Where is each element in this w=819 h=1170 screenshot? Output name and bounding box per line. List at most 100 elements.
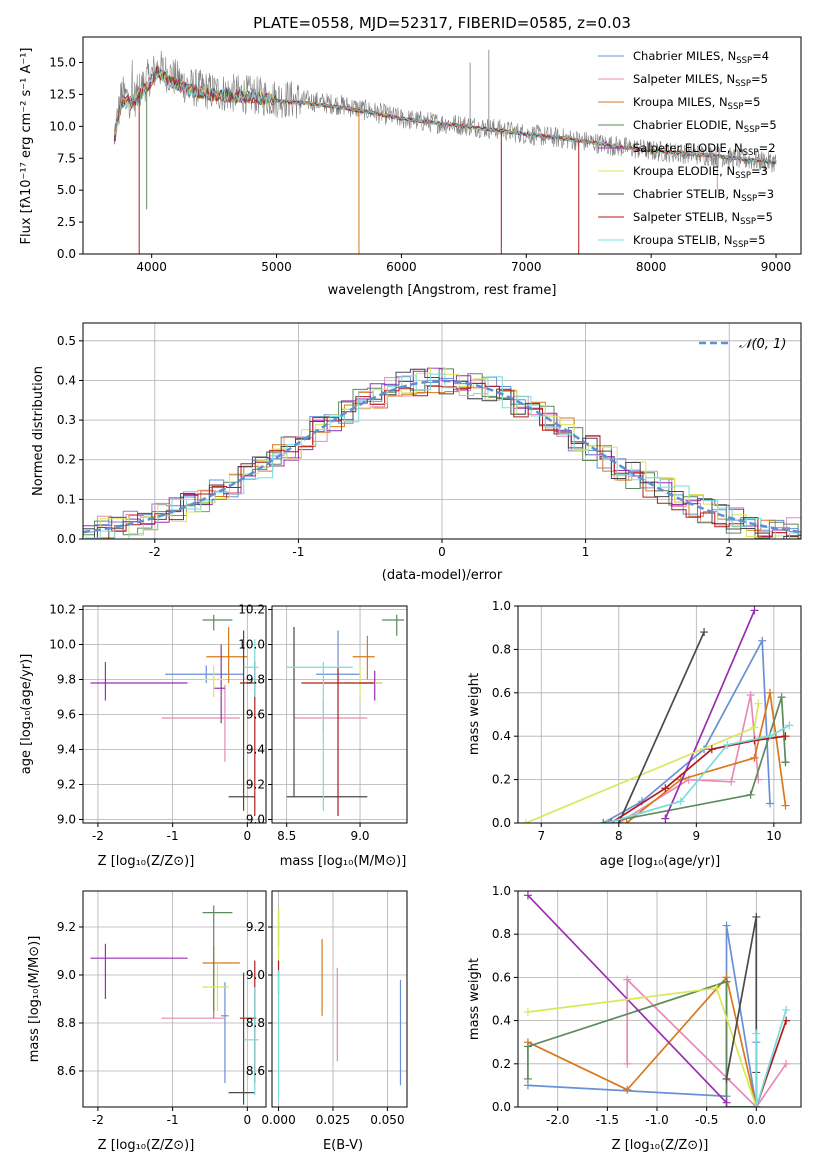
mass-weight-marker xyxy=(523,1007,532,1016)
y-tick-label: 1.0 xyxy=(492,599,511,613)
x-tick-label: 10 xyxy=(766,829,781,843)
spectrum-legend: Chabrier MILES, NSSP=4 Salpeter MILES, NS… xyxy=(598,49,777,250)
x-tick-label: 0.025 xyxy=(316,1113,350,1127)
x-tick-label: 4000 xyxy=(136,260,167,274)
mass-weight-marker xyxy=(750,753,759,762)
residual-ticks: -2 -1 0 1 2 0.0 0.1 0.2 0.3 0.4 0.5 xyxy=(57,334,733,559)
age-vs-z-y-axis-label: age [log₁₀(age/yr)] xyxy=(19,654,34,775)
y-tick-label: 0.5 xyxy=(57,334,76,348)
mass-weight-marker xyxy=(722,977,731,986)
y-tick-label: 0.8 xyxy=(492,927,511,941)
y-tick-label: 10.2 xyxy=(49,603,76,617)
mass-weight-marker xyxy=(781,801,790,810)
x-tick-label: 0 xyxy=(438,545,446,559)
weight-vs-z-x-axis-label: Z [log₁₀(Z/Z⊙)] xyxy=(612,1138,709,1153)
weight-vs-z-frame xyxy=(517,890,802,1108)
x-tick-label: 0.000 xyxy=(261,1113,295,1127)
mass-weight-marker xyxy=(727,777,736,786)
y-tick-label: 0.4 xyxy=(492,1014,511,1028)
spectrum-title: PLATE=0558, MJD=52317, FIBERID=0585, z=0… xyxy=(253,14,631,32)
weight-vs-age-panel: 7 8 9 10 0.0 0.2 0.4 0.6 0.8 1.0 age [log₁₀(age/y… xyxy=(467,599,802,869)
y-tick-label: 8.8 xyxy=(246,1016,265,1030)
y-tick-label: 10.0 xyxy=(49,638,76,652)
y-tick-label: 8.6 xyxy=(57,1064,76,1078)
mass-vs-ebv-panel: 0.000 0.025 0.050 8.6 8.8 9.0 9.2 E(B-V) xyxy=(246,890,408,1153)
x-tick-label: 9 xyxy=(693,829,701,843)
mass-weight-marker xyxy=(777,693,786,702)
mass-weight-marker xyxy=(785,721,794,730)
model-spectrum-line xyxy=(113,68,777,164)
x-tick-label: -1 xyxy=(167,829,179,843)
mass-weight-line xyxy=(527,975,758,1107)
mass-weight-marker xyxy=(752,912,761,921)
weight-vs-age-frame xyxy=(517,605,802,824)
age-vs-z-x-axis-label: Z [log₁₀(Z/Z⊙)] xyxy=(98,854,195,869)
y-tick-label: 0.0 xyxy=(492,1100,511,1114)
mass-weight-marker xyxy=(752,1103,761,1107)
y-tick-label: 8.8 xyxy=(57,1016,76,1030)
y-tick-label: 8.6 xyxy=(246,1064,265,1078)
mass-weight-line xyxy=(664,609,756,820)
mass-vs-ebv-ticks: 0.000 0.025 0.050 8.6 8.8 9.0 9.2 xyxy=(246,920,405,1127)
legend-entry-label: Kroupa ELODIE, NSSP=3 xyxy=(633,164,768,181)
x-tick-label: -2 xyxy=(92,1113,104,1127)
residual-histogram xyxy=(83,382,801,539)
x-tick-label: -1 xyxy=(292,545,304,559)
mass-weight-line xyxy=(626,977,787,1107)
x-tick-label: -2.0 xyxy=(546,1113,569,1127)
weight-vs-z-y-axis-label: mass weight xyxy=(467,958,482,1040)
mass-weight-marker xyxy=(723,740,732,749)
x-tick-label: 0 xyxy=(244,1113,252,1127)
residual-y-axis-label: Normed distribution xyxy=(31,366,46,496)
y-tick-label: 9.0 xyxy=(246,813,265,827)
mass-weight-marker xyxy=(523,1042,532,1051)
y-tick-label: 0.8 xyxy=(492,642,511,656)
mass-weight-marker xyxy=(712,984,721,993)
y-tick-label: 0.2 xyxy=(57,453,76,467)
y-tick-label: 2.5 xyxy=(57,215,76,229)
age-vs-z-panel: -2 -1 0 9.0 9.2 9.4 9.6 9.8 10.0 10.2 Z [log₁₀(Z/… xyxy=(19,603,267,869)
mass-weight-marker xyxy=(607,819,616,823)
mass-weight-marker xyxy=(782,1005,791,1014)
mass-weight-marker xyxy=(603,819,612,823)
x-tick-label: -1.0 xyxy=(645,1113,668,1127)
residual-panel: -2 -1 0 1 2 0.0 0.1 0.2 0.3 0.4 0.5 (data-model)/e… xyxy=(31,322,802,583)
legend-entry-label: Chabrier ELODIE, NSSP=5 xyxy=(633,118,777,135)
residual-histogram xyxy=(85,386,801,539)
mass-weight-marker xyxy=(661,784,670,793)
mass-weight-marker xyxy=(707,745,716,754)
mass-vs-z-x-axis-label: Z [log₁₀(Z/Z⊙)] xyxy=(98,1138,195,1153)
x-tick-label: -1.5 xyxy=(596,1113,619,1127)
weight-vs-z-plot-area xyxy=(523,891,791,1107)
y-tick-label: 0.4 xyxy=(492,729,511,743)
x-tick-label: 0.0 xyxy=(747,1113,766,1127)
mass-weight-marker xyxy=(599,819,608,823)
y-tick-label: 9.2 xyxy=(246,778,265,792)
legend-entry-label: Salpeter MILES, NSSP=5 xyxy=(633,72,768,89)
y-tick-label: 1.0 xyxy=(492,884,511,898)
residual-x-axis-label: (data-model)/error xyxy=(382,568,503,583)
mass-weight-marker xyxy=(750,723,759,732)
age-vs-mass-grid xyxy=(272,606,407,823)
mass-weight-marker xyxy=(622,819,631,823)
mass-weight-marker xyxy=(765,799,774,808)
y-tick-label: 0.0 xyxy=(492,816,511,830)
y-tick-label: 0.3 xyxy=(57,413,76,427)
y-tick-label: 12.5 xyxy=(49,87,76,101)
mass-weight-marker xyxy=(746,690,755,699)
legend-entry-label: Kroupa STELIB, NSSP=5 xyxy=(633,233,765,250)
legend-entry-label: Chabrier STELIB, NSSP=3 xyxy=(633,187,774,204)
mass-vs-z-panel: -2 -1 0 8.6 8.8 9.0 9.2 Z [log₁₀(Z/Z⊙)] mass [… xyxy=(27,890,267,1153)
x-tick-label: -2 xyxy=(149,545,161,559)
mass-vs-z-grid xyxy=(83,891,266,1107)
legend-entry-label: Salpeter STELIB, NSSP=5 xyxy=(633,210,773,227)
mass-weight-marker xyxy=(782,1059,791,1068)
y-tick-label: 9.2 xyxy=(57,778,76,792)
mass-weight-marker xyxy=(781,758,790,767)
mass-weight-marker xyxy=(722,921,731,930)
mass-weight-marker xyxy=(722,1098,731,1107)
y-tick-label: 0.6 xyxy=(492,686,511,700)
x-tick-label: 8 xyxy=(615,829,623,843)
y-tick-label: 9.0 xyxy=(57,968,76,982)
